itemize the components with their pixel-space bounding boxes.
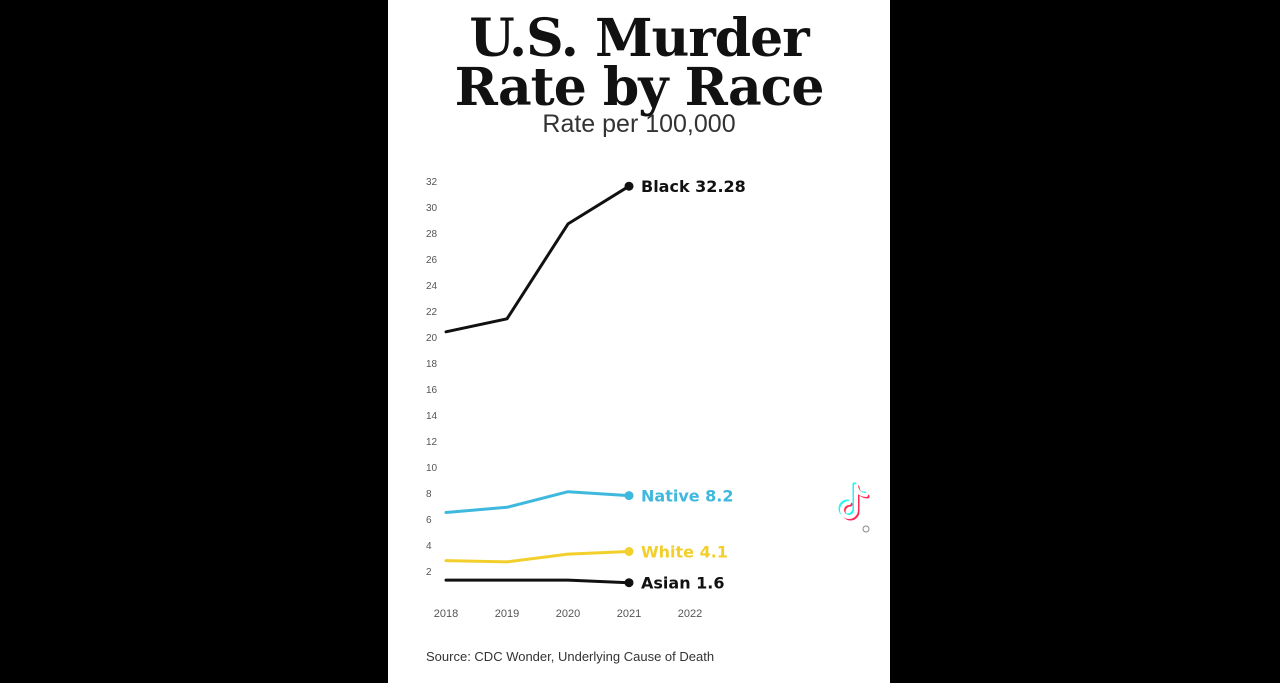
series-end-point-black (624, 181, 634, 191)
y-tick-label: 28 (426, 229, 438, 240)
x-tick-label: 2018 (434, 608, 458, 620)
series-line-black (444, 184, 631, 334)
series-line-asian (444, 578, 631, 585)
series-end-label-asian: Asian 1.6 (641, 574, 725, 593)
source-note: Source: CDC Wonder, Underlying Cause of … (426, 649, 715, 664)
chart-title-line-2: Rate by Race (454, 57, 825, 118)
series-end-label-black: Black 32.28 (641, 177, 746, 196)
series-end-point-white (624, 547, 634, 556)
y-tick-label: 26 (426, 255, 438, 266)
x-tick-label: 2022 (678, 608, 702, 620)
y-tick-label: 18 (426, 359, 438, 370)
y-tick-label: 14 (426, 411, 438, 422)
chart-panel: U.S. Murder Rate by Race Rate per 100,00… (388, 0, 890, 683)
y-tick-label: 2 (426, 567, 432, 578)
x-tick-label: 2019 (495, 608, 519, 620)
y-tick-label: 6 (426, 515, 432, 526)
series-line-native (444, 490, 631, 514)
y-tick-label: 24 (426, 281, 438, 292)
chart-title-line-1: U.S. Murder (469, 8, 809, 69)
y-tick-label: 10 (426, 463, 438, 474)
y-tick-label: 4 (426, 541, 432, 552)
y-tick-label: 30 (426, 203, 438, 214)
x-tick-label: 2020 (556, 608, 580, 620)
y-tick-label: 22 (426, 307, 438, 318)
chart-subtitle: Rate per 100,000 (542, 110, 736, 138)
y-tick-label: 32 (426, 177, 438, 188)
series-end-point-native (624, 491, 634, 501)
y-tick-label: 12 (426, 437, 438, 448)
y-tick-label: 20 (426, 333, 438, 344)
series-line-white (444, 550, 631, 564)
series-end-label-native: Native 8.2 (641, 487, 734, 506)
y-tick-label: 16 (426, 385, 438, 396)
y-tick-label: 8 (426, 489, 432, 500)
series-end-label-white: White 4.1 (641, 543, 728, 562)
tiktok-icon (838, 482, 870, 533)
x-tick-label: 2021 (617, 608, 641, 620)
series-end-point-asian (624, 578, 634, 588)
